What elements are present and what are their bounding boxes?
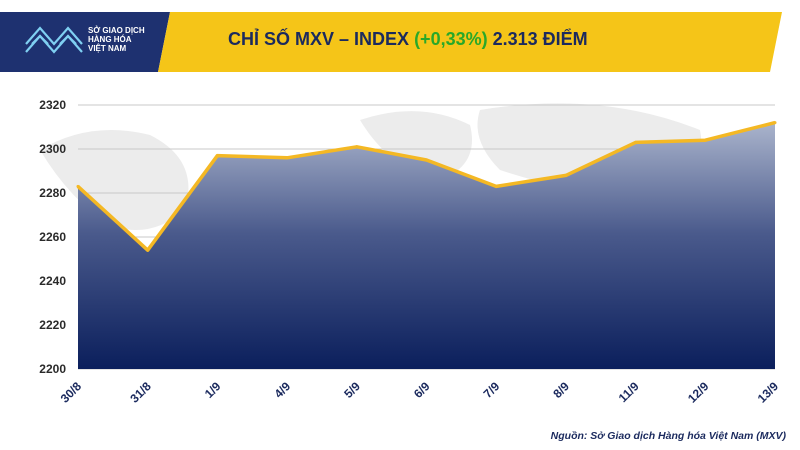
- logo-line-1: SỞ GIAO DỊCH: [88, 26, 145, 35]
- title-value: 2.313 ĐIỂM: [492, 29, 588, 49]
- x-tick-label: 1/9: [202, 379, 224, 401]
- area-fill: [78, 122, 775, 369]
- x-tick-label: 31/8: [127, 379, 154, 406]
- x-tick-label: 30/8: [58, 379, 85, 406]
- y-tick-label: 2300: [39, 142, 66, 156]
- data-point-6-9: [425, 158, 428, 162]
- y-tick-label: 2200: [39, 362, 66, 376]
- data-point-7-9: [494, 184, 498, 188]
- y-tick-label: 2320: [39, 98, 66, 112]
- x-tick-label: 4/9: [272, 379, 294, 401]
- data-point-30-8: [76, 184, 80, 188]
- y-tick-label: 2240: [39, 274, 66, 288]
- y-tick-label: 2280: [39, 186, 66, 200]
- x-tick-label: 7/9: [481, 379, 503, 401]
- logo-panel: [0, 12, 170, 72]
- x-tick-label: 5/9: [341, 379, 363, 401]
- y-tick-label: 2260: [39, 230, 66, 244]
- x-tick-label: 8/9: [550, 379, 572, 401]
- x-axis: 30/8 31/8 1/9 4/9 5/9 6/9 7/9 8/9 11/9 12/9 13/9: [58, 379, 782, 406]
- x-tick-label: 11/9: [616, 379, 642, 405]
- y-axis: 2200 2220 2240 2260 2280 2300 2320: [39, 98, 66, 376]
- data-point-13-9: [773, 121, 777, 125]
- x-tick-label: 13/9: [755, 379, 782, 406]
- title-change: (+0,33%): [414, 29, 488, 49]
- data-points: [76, 121, 777, 252]
- chart-title: CHỈ SỐ MXV – INDEX (+0,33%) 2.313 ĐIỂM: [228, 29, 588, 50]
- logo-line-3: VIỆT NAM: [88, 44, 127, 53]
- header-banner: [0, 12, 782, 72]
- data-point-4-9: [285, 156, 289, 160]
- logo-line-2: HÀNG HÓA: [88, 35, 132, 44]
- data-point-31-8: [146, 248, 150, 252]
- data-point-1-9: [215, 154, 219, 158]
- data-point-12-9: [703, 138, 707, 142]
- data-point-8-9: [564, 173, 568, 177]
- x-tick-label: 6/9: [411, 379, 433, 401]
- logo-text: SỞ GIAO DỊCH HÀNG HÓA VIỆT NAM: [88, 26, 145, 53]
- mxv-logo: [25, 26, 83, 54]
- title-prefix: CHỈ SỐ MXV – INDEX: [228, 29, 410, 49]
- data-point-11-9: [634, 140, 638, 144]
- title-banner: [158, 12, 782, 72]
- data-point-5-9: [355, 145, 359, 149]
- source-note: Nguồn: Sở Giao dịch Hàng hóa Việt Nam (M…: [550, 430, 786, 442]
- x-tick-label: 12/9: [685, 379, 712, 406]
- y-tick-label: 2220: [39, 318, 66, 332]
